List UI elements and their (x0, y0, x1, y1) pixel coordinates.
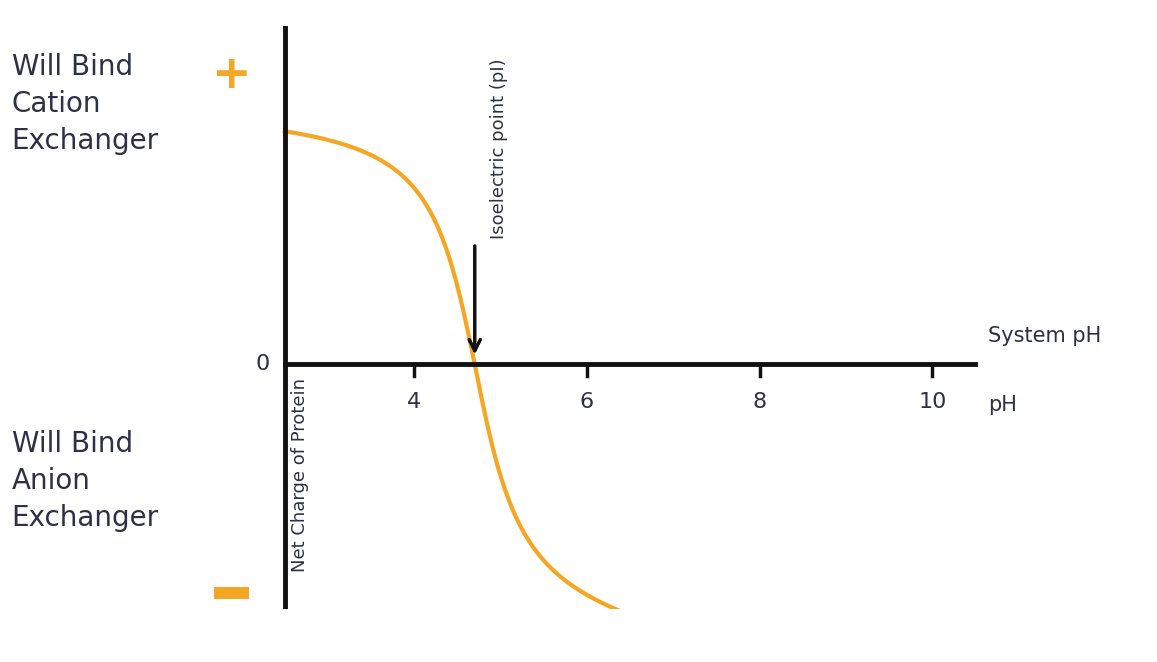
Text: pH: pH (988, 395, 1017, 414)
Text: Isoelectric point (pI): Isoelectric point (pI) (491, 58, 508, 238)
Text: +: + (212, 53, 251, 98)
Text: 0: 0 (255, 354, 270, 375)
Text: Will Bind
Anion
Exchanger: Will Bind Anion Exchanger (12, 430, 159, 532)
Text: 6: 6 (580, 393, 594, 412)
Text: 4: 4 (407, 393, 421, 412)
Text: Net Charge of Protein: Net Charge of Protein (292, 378, 309, 572)
Text: 10: 10 (919, 393, 946, 412)
Text: Will Bind
Cation
Exchanger: Will Bind Cation Exchanger (12, 53, 159, 154)
Text: 8: 8 (752, 393, 767, 412)
Text: System pH: System pH (988, 326, 1101, 346)
